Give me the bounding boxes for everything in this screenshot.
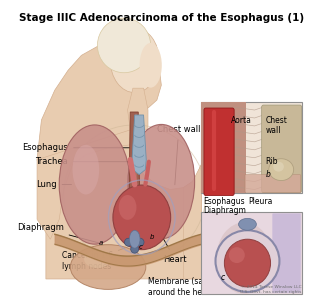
Polygon shape (130, 112, 140, 234)
FancyBboxPatch shape (204, 108, 234, 196)
Text: Cancer in 1-6
lymph nodes: Cancer in 1-6 lymph nodes (62, 248, 125, 271)
Ellipse shape (140, 43, 162, 88)
Polygon shape (132, 115, 146, 175)
Text: Diaphragm: Diaphragm (203, 206, 246, 215)
FancyBboxPatch shape (201, 102, 246, 194)
Ellipse shape (110, 28, 159, 93)
Ellipse shape (84, 250, 111, 268)
Ellipse shape (131, 245, 139, 253)
Ellipse shape (124, 238, 132, 246)
Text: Diaphragm: Diaphragm (17, 223, 101, 244)
Ellipse shape (224, 239, 271, 287)
Ellipse shape (136, 238, 144, 246)
Text: Pleura: Pleura (248, 197, 273, 206)
Text: b: b (149, 234, 154, 240)
Ellipse shape (98, 18, 151, 73)
Ellipse shape (70, 245, 146, 290)
Text: b: b (265, 169, 270, 178)
Ellipse shape (130, 230, 140, 248)
Text: c: c (221, 273, 225, 282)
Text: a: a (99, 240, 103, 246)
Text: Heart: Heart (158, 230, 187, 264)
Polygon shape (128, 88, 148, 130)
Text: Esophagus: Esophagus (22, 143, 130, 152)
Ellipse shape (216, 222, 272, 294)
Ellipse shape (229, 247, 245, 263)
Ellipse shape (113, 185, 171, 250)
Ellipse shape (128, 124, 195, 239)
Text: Chest
wall: Chest wall (265, 116, 287, 135)
Ellipse shape (59, 125, 130, 244)
Text: Aorta: Aorta (231, 116, 252, 125)
Ellipse shape (215, 230, 279, 292)
FancyBboxPatch shape (245, 175, 301, 193)
Text: Trachea: Trachea (35, 157, 130, 166)
Text: Lung: Lung (36, 180, 71, 189)
Text: Rib: Rib (265, 157, 278, 166)
Polygon shape (37, 40, 201, 279)
Text: c: c (139, 244, 143, 250)
Text: Membrane (sac)
around the heart: Membrane (sac) around the heart (148, 277, 219, 297)
Ellipse shape (269, 159, 294, 181)
FancyBboxPatch shape (201, 212, 302, 294)
Text: Chest wall: Chest wall (157, 125, 200, 185)
Ellipse shape (119, 195, 137, 220)
Text: Stage IIIC Adenocarcinoma of the Esophagus (1): Stage IIIC Adenocarcinoma of the Esophag… (19, 13, 304, 22)
Ellipse shape (273, 162, 284, 172)
Ellipse shape (131, 233, 139, 241)
Polygon shape (37, 130, 130, 239)
FancyBboxPatch shape (201, 102, 302, 194)
Polygon shape (183, 165, 201, 279)
Ellipse shape (73, 145, 99, 194)
FancyBboxPatch shape (272, 213, 301, 293)
Text: Esophagus: Esophagus (203, 197, 245, 206)
Text: © 2014 Terese Winslow LLC
U.S. Govt. has certain rights: © 2014 Terese Winslow LLC U.S. Govt. has… (240, 285, 302, 294)
FancyBboxPatch shape (262, 105, 302, 193)
Ellipse shape (239, 218, 256, 230)
